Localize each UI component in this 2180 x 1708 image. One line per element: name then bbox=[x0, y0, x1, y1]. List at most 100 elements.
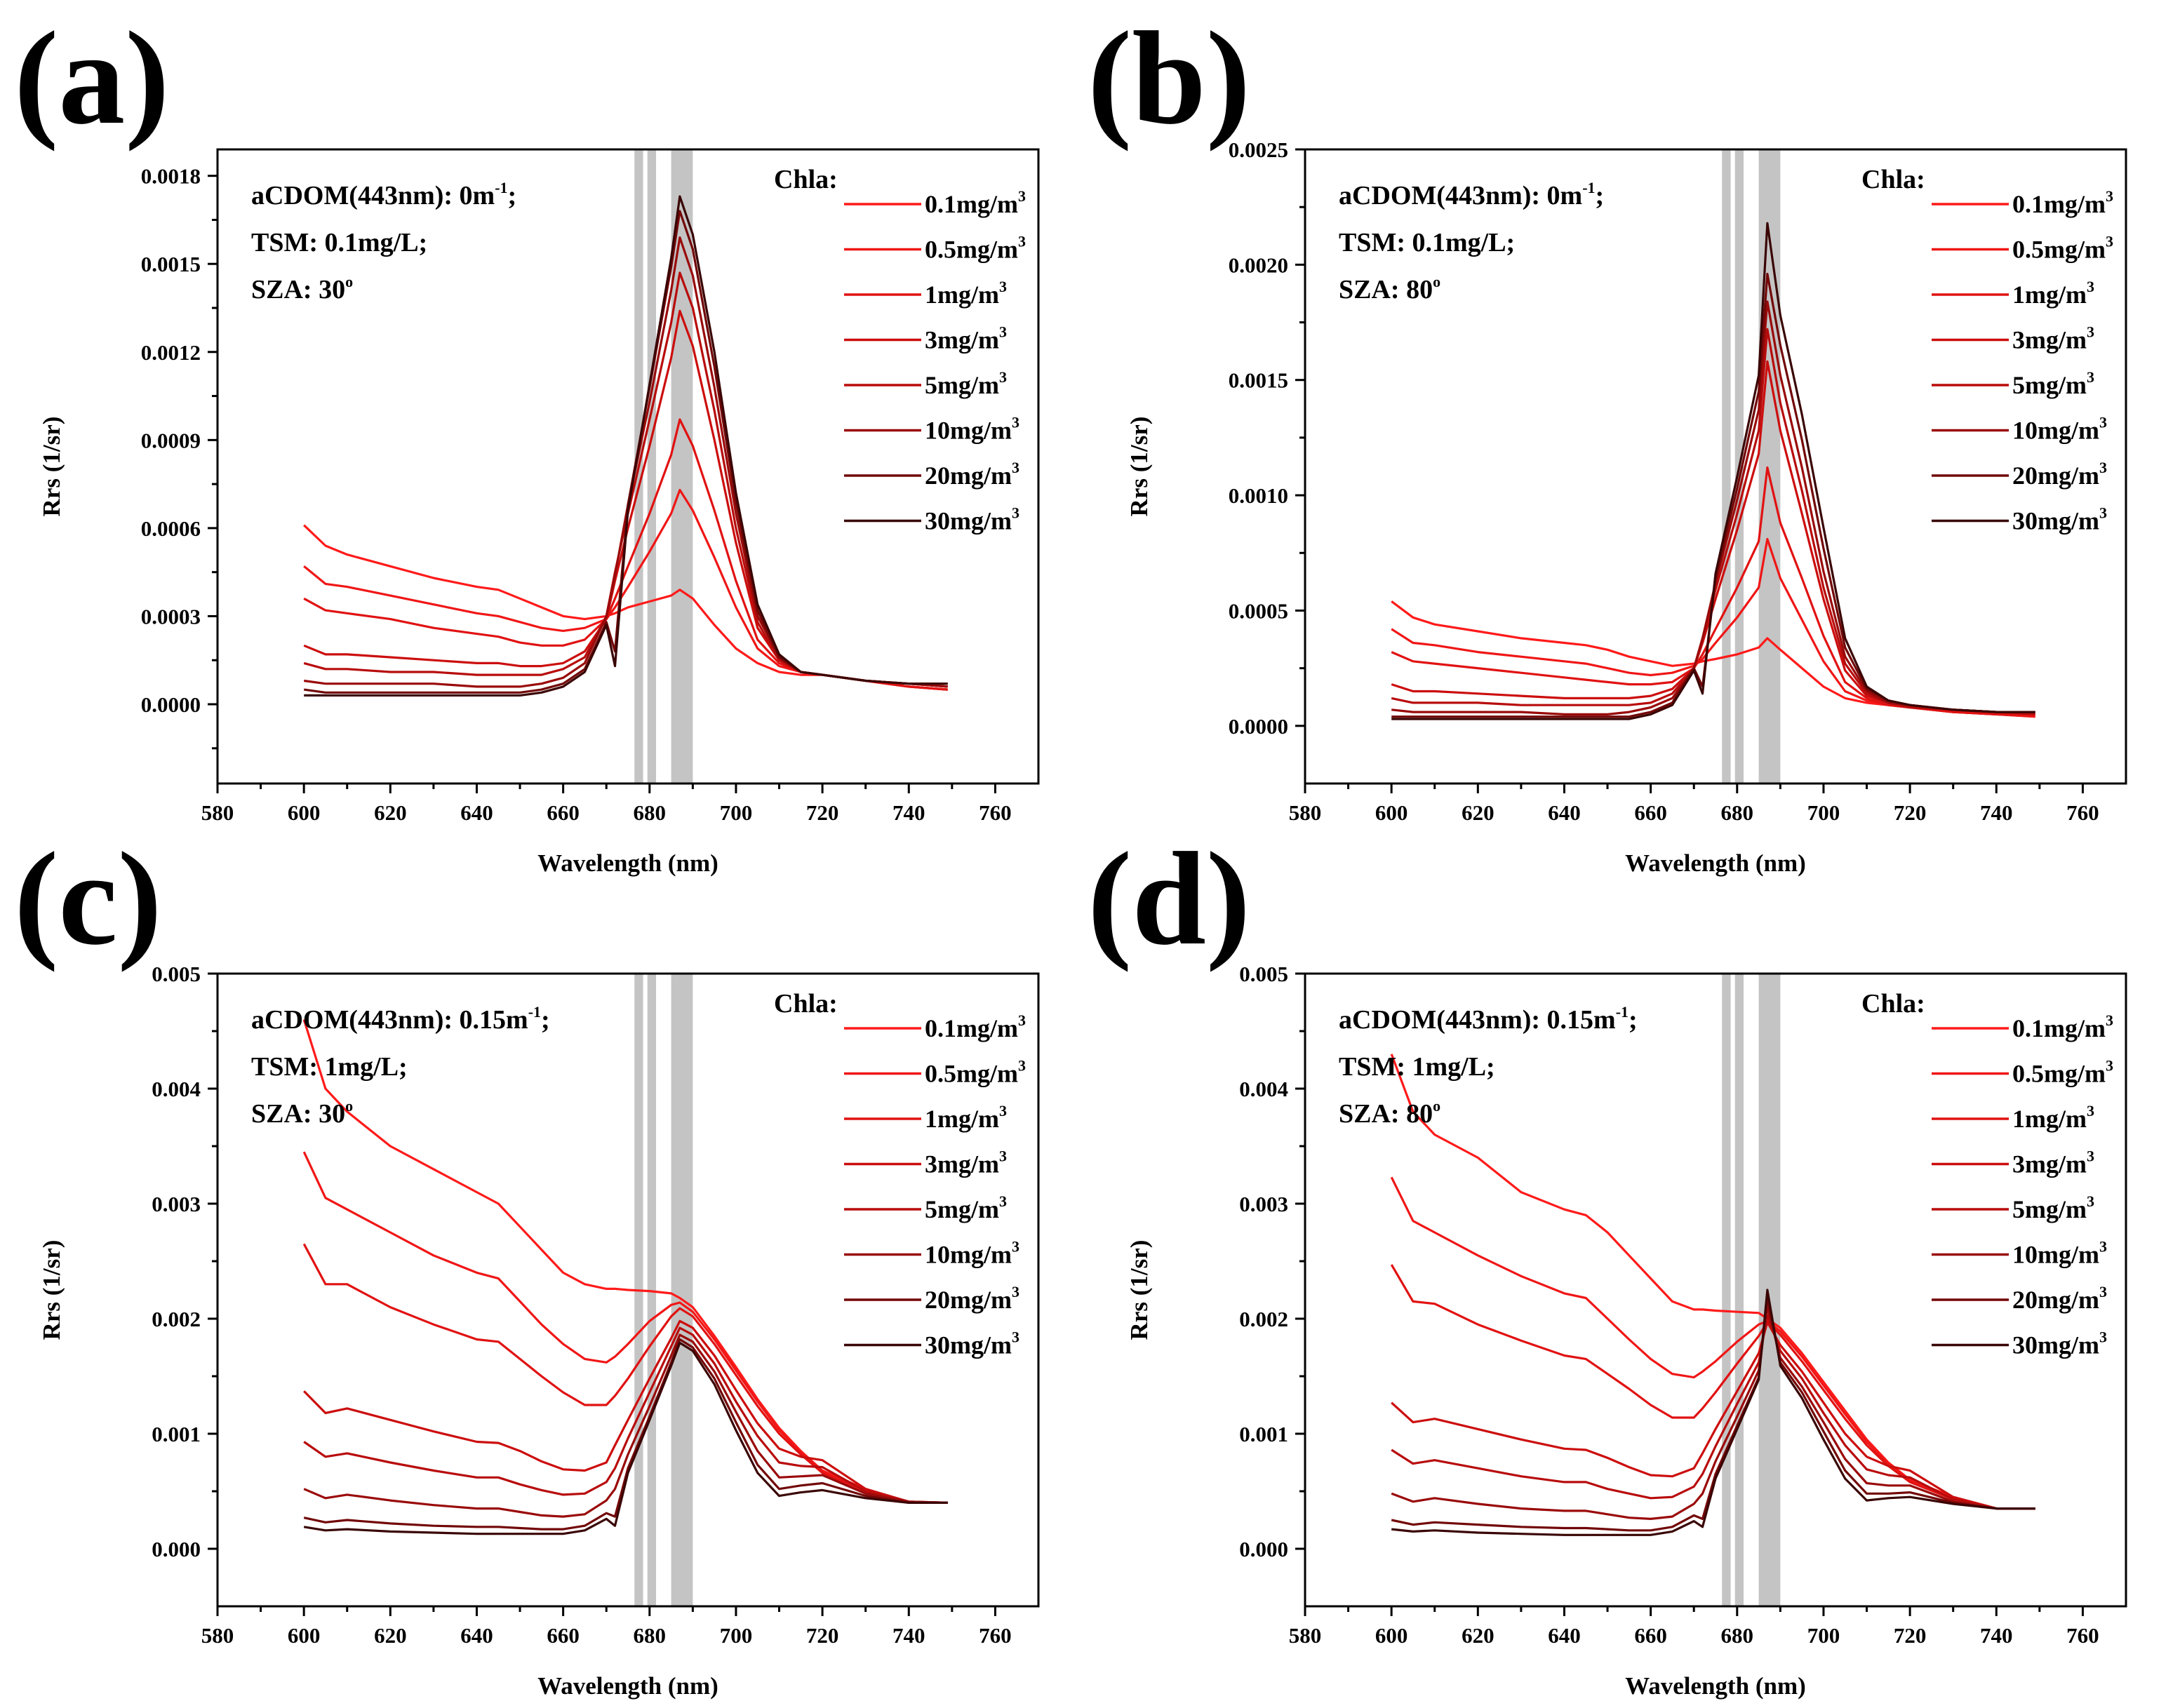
legend-label-text: 10mg/m bbox=[925, 417, 1012, 445]
series-line bbox=[1391, 537, 2035, 718]
annotation-text: aCDOM(443nm): 0.15m bbox=[1339, 1005, 1616, 1035]
legend-label: 0.5mg/m3 bbox=[925, 233, 1026, 264]
annotation-tsm: TSM: 0.1mg/L; bbox=[251, 228, 427, 257]
band-shade bbox=[647, 974, 657, 1606]
x-tick-label: 620 bbox=[374, 1623, 407, 1648]
legend-label-superscript: 3 bbox=[999, 1148, 1007, 1165]
legend-label-superscript: 3 bbox=[2087, 278, 2094, 295]
y-tick-label: 0.0015 bbox=[1229, 368, 1288, 393]
series-line bbox=[1391, 1321, 2035, 1510]
annotation-text: aCDOM(443nm): 0m bbox=[251, 181, 495, 210]
legend-label-superscript: 3 bbox=[2087, 1148, 2094, 1165]
x-tick-label: 680 bbox=[1721, 800, 1754, 825]
band-shade bbox=[671, 150, 693, 783]
annotation-tsm: TSM: 1mg/L; bbox=[1339, 1052, 1495, 1082]
series-line bbox=[1391, 1314, 2035, 1510]
annotation-superscript: o bbox=[345, 273, 353, 290]
legend-label: 1mg/m3 bbox=[2012, 278, 2094, 309]
x-tick-label: 700 bbox=[720, 800, 753, 825]
x-tick-label: 760 bbox=[979, 800, 1012, 825]
series-line bbox=[303, 236, 948, 688]
legend-label-superscript: 3 bbox=[1012, 1283, 1019, 1300]
legend-label-text: 30mg/m bbox=[925, 1331, 1012, 1359]
legend-label: 30mg/m3 bbox=[925, 504, 1019, 535]
legend-label: 20mg/m3 bbox=[2012, 1283, 2107, 1314]
legend-label: 5mg/m3 bbox=[2012, 368, 2094, 399]
legend-label-text: 0.5mg/m bbox=[925, 236, 1018, 264]
x-tick-label: 720 bbox=[1894, 800, 1927, 825]
panel-label: (a) bbox=[14, 5, 170, 152]
x-axis-title: Wavelength (nm) bbox=[537, 1672, 718, 1700]
annotation-text: ; bbox=[541, 1005, 550, 1035]
legend-label-superscript: 3 bbox=[2106, 187, 2113, 205]
x-tick-label: 760 bbox=[2066, 800, 2099, 825]
x-tick-label: 600 bbox=[288, 800, 321, 825]
legend-label-text: 5mg/m bbox=[925, 371, 999, 399]
legend-label: 3mg/m3 bbox=[2012, 323, 2094, 354]
panel-label: (c) bbox=[14, 826, 162, 973]
annotation-sza: SZA: 30o bbox=[251, 1097, 353, 1129]
legend-label-text: 10mg/m bbox=[2012, 417, 2099, 445]
legend-label-text: 1mg/m bbox=[925, 1105, 999, 1133]
band-shade bbox=[1722, 974, 1731, 1606]
legend-label-text: 30mg/m bbox=[2012, 507, 2099, 535]
series-line bbox=[303, 271, 948, 688]
y-tick-label: 0.0020 bbox=[1229, 253, 1288, 277]
x-tick-label: 720 bbox=[1894, 1623, 1927, 1648]
x-axis-title: Wavelength (nm) bbox=[1625, 849, 1806, 877]
legend-label-superscript: 3 bbox=[999, 323, 1007, 341]
legend-label-text: 0.1mg/m bbox=[925, 190, 1018, 218]
legend-title: Chla: bbox=[1861, 989, 1925, 1018]
series-line bbox=[302, 1243, 948, 1504]
legend-label-superscript: 3 bbox=[2087, 323, 2094, 341]
legend-label: 30mg/m3 bbox=[2012, 1329, 2107, 1359]
series-line bbox=[303, 1341, 948, 1535]
panel-1: (b) 580 600 620 640 660 680 700 720 740 760 0.0000 0… bbox=[1088, 5, 2127, 877]
y-tick-label: 0.000 bbox=[1239, 1537, 1288, 1561]
legend-label-superscript: 3 bbox=[2099, 504, 2107, 522]
band-shade bbox=[647, 150, 657, 783]
x-tick-label: 700 bbox=[720, 1623, 753, 1648]
x-tick-label: 740 bbox=[892, 1623, 925, 1648]
series-line bbox=[1391, 360, 2035, 715]
plot-frame bbox=[1304, 972, 2127, 1608]
annotation-sza: SZA: 80o bbox=[1339, 1097, 1440, 1129]
panel-label: (b) bbox=[1088, 5, 1250, 152]
legend-label: 10mg/m3 bbox=[925, 1238, 1019, 1269]
band-shade bbox=[1758, 974, 1781, 1606]
y-axis-title: Rrs (1/sr) bbox=[1125, 417, 1153, 517]
series-line bbox=[303, 524, 948, 691]
y-tick-label: 0.005 bbox=[1239, 962, 1288, 986]
legend-label-text: 0.1mg/m bbox=[2012, 1014, 2106, 1042]
legend-label-text: 20mg/m bbox=[925, 1286, 1012, 1314]
series-line bbox=[303, 1333, 948, 1518]
legend-label: 3mg/m3 bbox=[2012, 1148, 2094, 1178]
legend-label: 5mg/m3 bbox=[925, 1192, 1007, 1223]
legend-label-superscript: 3 bbox=[2087, 1102, 2094, 1119]
legend-label-superscript: 3 bbox=[2106, 233, 2113, 250]
annotation-sza: SZA: 30o bbox=[251, 273, 353, 304]
legend-label: 3mg/m3 bbox=[925, 1148, 1007, 1178]
annotation-superscript: -1 bbox=[1616, 1003, 1629, 1021]
legend-label-text: 30mg/m bbox=[925, 507, 1012, 535]
legend-label-text: 0.1mg/m bbox=[925, 1014, 1018, 1042]
legend-label-text: 1mg/m bbox=[2012, 281, 2087, 309]
x-tick-label: 700 bbox=[1807, 800, 1840, 825]
series-line bbox=[304, 195, 948, 697]
plot-frame bbox=[1304, 148, 2127, 785]
series-line bbox=[303, 418, 948, 691]
y-tick-label: 0.0000 bbox=[141, 692, 201, 717]
x-tick-label: 660 bbox=[1634, 1623, 1667, 1648]
annotation-text: ; bbox=[1596, 181, 1605, 210]
legend-label-text: 3mg/m bbox=[925, 326, 999, 354]
y-axis-title: Rrs (1/sr) bbox=[1125, 1240, 1153, 1340]
legend-label-text: 0.5mg/m bbox=[2012, 236, 2106, 264]
legend-label: 0.1mg/m3 bbox=[925, 1011, 1026, 1042]
legend-label: 30mg/m3 bbox=[2012, 504, 2107, 535]
x-tick-label: 600 bbox=[288, 1623, 321, 1648]
legend-label: 0.1mg/m3 bbox=[2012, 187, 2113, 218]
legend-label-text: 10mg/m bbox=[2012, 1241, 2099, 1269]
legend-label: 1mg/m3 bbox=[925, 278, 1007, 309]
annotation-tsm: TSM: 1mg/L; bbox=[251, 1052, 408, 1082]
legend-label-superscript: 3 bbox=[999, 278, 1007, 295]
